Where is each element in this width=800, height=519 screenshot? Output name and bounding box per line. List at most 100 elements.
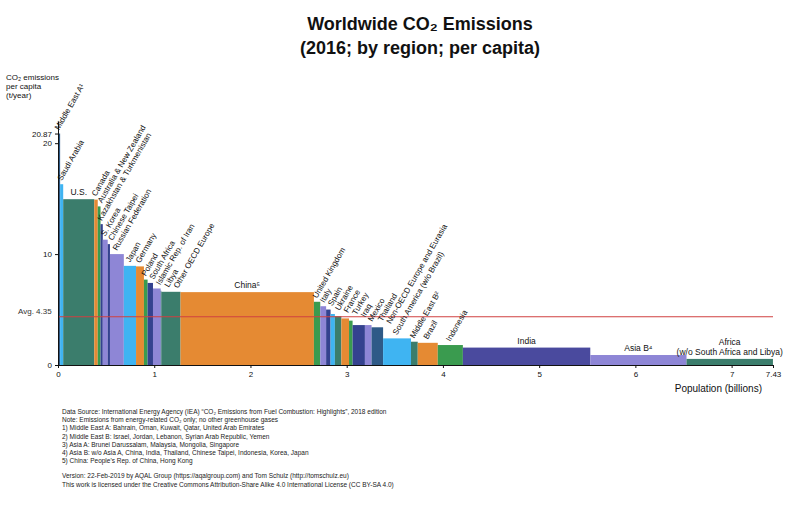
- background: [0, 0, 800, 519]
- chart-svg: Worldwide CO₂ Emissions (2016; by region;…: [0, 0, 800, 519]
- bar: [411, 342, 418, 365]
- tick-label: 20: [43, 139, 52, 148]
- bar: [124, 266, 136, 365]
- tick-mark: [55, 134, 58, 135]
- bar: [438, 345, 463, 365]
- bars: [58, 134, 773, 365]
- note: 5) China: People's Rep. of China, Hong K…: [62, 457, 193, 465]
- bar: [314, 302, 320, 365]
- bar-label: Asia B⁴: [624, 343, 653, 353]
- bar: [94, 200, 97, 365]
- bar: [101, 224, 103, 365]
- bar: [320, 306, 326, 365]
- bar-label: Africa(w/o South Africa and Libya): [677, 337, 783, 357]
- tick: 0: [56, 365, 61, 379]
- bar: [349, 321, 353, 365]
- tick-label: 3: [345, 370, 350, 379]
- bar: [103, 240, 108, 365]
- note: Data Source: International Energy Agency…: [62, 408, 387, 416]
- bar-label-line: Asia B⁴: [624, 343, 653, 353]
- bar: [463, 348, 590, 365]
- tick: 10: [43, 250, 58, 259]
- note: 1) Middle East A: Bahrain, Oman, Kuwait,…: [62, 424, 265, 432]
- bar-label: Middle East A¹: [53, 82, 87, 131]
- tick-label: 6: [634, 370, 639, 379]
- bar: [60, 184, 63, 365]
- bar: [365, 325, 372, 365]
- bar: [353, 325, 365, 365]
- bar: [110, 254, 124, 365]
- bar-labels: Middle East A¹Saudi ArabiaU.S.CanadaAust…: [53, 82, 783, 357]
- tick-label: 4: [441, 370, 446, 379]
- bar-label: Other OECD Europe: [172, 221, 217, 290]
- tick-mark: [539, 365, 540, 368]
- bar: [108, 244, 110, 365]
- credit: This work is licensed under the Creative…: [62, 481, 394, 489]
- tick: 0: [48, 361, 58, 370]
- bar-label: Saudi Arabia: [56, 138, 87, 182]
- tick: 1: [153, 365, 158, 379]
- chart-container: Worldwide CO₂ Emissions (2016; by region;…: [0, 0, 800, 519]
- tick: 5: [537, 365, 542, 379]
- x-axis: 0 1 2 3 4 5 6 7 7.43: [56, 365, 782, 379]
- bar: [590, 355, 686, 365]
- bar: [335, 316, 341, 365]
- tick-label: 7.43: [766, 370, 782, 379]
- note: 3) Asia A: Brunei Darussalam, Malaysia, …: [62, 441, 239, 449]
- bar: [153, 288, 161, 365]
- bar: [148, 283, 153, 365]
- tick: 7.43: [766, 365, 782, 379]
- tick-label: 1: [153, 370, 158, 379]
- tick-label: 7: [730, 370, 735, 379]
- tick-mark: [55, 254, 58, 255]
- bar-label-line: China⁵: [234, 280, 260, 290]
- tick-label: 10: [43, 250, 52, 259]
- bar-label: China⁵: [234, 280, 260, 290]
- tick-label: 0: [56, 370, 61, 379]
- tick-mark: [250, 365, 251, 368]
- y-axis-label: CO₂ emissions: [6, 73, 59, 82]
- bar-label: Brazil: [422, 319, 440, 341]
- x-axis-label: Population (billions): [675, 383, 762, 394]
- tick: 3: [345, 365, 350, 379]
- tick-label: 20.87: [32, 130, 53, 139]
- bar: [372, 327, 384, 365]
- credit: Version: 22-Feb-2019 by AQAL Group (http…: [62, 472, 349, 480]
- bar-label: India: [517, 336, 536, 346]
- bar: [136, 266, 144, 365]
- bar-label: Non-OECD Europe and Eurasia: [385, 222, 450, 325]
- bar: [341, 318, 349, 365]
- tick-mark: [347, 365, 348, 368]
- tick-label: 5: [537, 370, 542, 379]
- y-axis: 0 10 2020.87: [32, 122, 59, 371]
- bar: [63, 199, 94, 365]
- bar: [326, 310, 330, 365]
- tick-mark: [443, 365, 444, 368]
- axis-line: [59, 365, 774, 366]
- bar: [331, 314, 335, 365]
- subtitle: (2016; by region; per capita): [300, 38, 540, 58]
- bar-label-line: Africa: [719, 337, 741, 347]
- tick: 2: [249, 365, 254, 379]
- tick: 20.87: [32, 130, 58, 139]
- axis-line: [58, 122, 59, 366]
- tick: 7: [730, 365, 735, 379]
- tick-mark: [773, 365, 774, 368]
- bar: [181, 292, 314, 365]
- title: Worldwide CO₂ Emissions: [307, 14, 533, 34]
- tick-mark: [55, 143, 58, 144]
- tick-label: 0: [48, 361, 53, 370]
- y-axis-label: (t/year): [6, 91, 32, 100]
- bar: [418, 343, 438, 365]
- note: 2) Middle East B: Israel, Jordan, Lebano…: [62, 433, 270, 441]
- tick-mark: [154, 365, 155, 368]
- average-label: Avg. 4.35: [18, 307, 52, 316]
- bar-label: Australia & New Zealand: [96, 124, 148, 205]
- bar: [161, 292, 180, 365]
- bar: [144, 280, 148, 365]
- tick-mark: [732, 365, 733, 368]
- bar: [383, 338, 411, 365]
- note: 4) Asia B: w/o Asia A, China, India, Tha…: [62, 449, 309, 457]
- tick-label: 2: [249, 370, 254, 379]
- bar-label-line: (w/o South Africa and Libya): [677, 347, 783, 357]
